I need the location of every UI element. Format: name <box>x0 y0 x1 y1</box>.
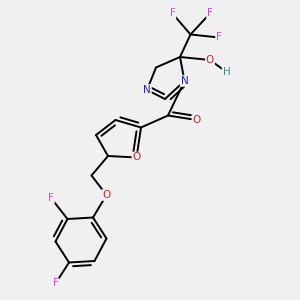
Text: N: N <box>181 76 188 86</box>
Text: O: O <box>192 115 201 125</box>
Text: F: F <box>48 193 54 203</box>
Text: F: F <box>52 278 59 289</box>
Text: O: O <box>206 55 214 65</box>
Text: F: F <box>216 32 222 43</box>
Text: O: O <box>132 152 141 163</box>
Text: N: N <box>143 85 151 95</box>
Text: H: H <box>223 67 230 77</box>
Text: F: F <box>207 8 213 19</box>
Text: F: F <box>169 8 175 19</box>
Text: O: O <box>102 190 111 200</box>
